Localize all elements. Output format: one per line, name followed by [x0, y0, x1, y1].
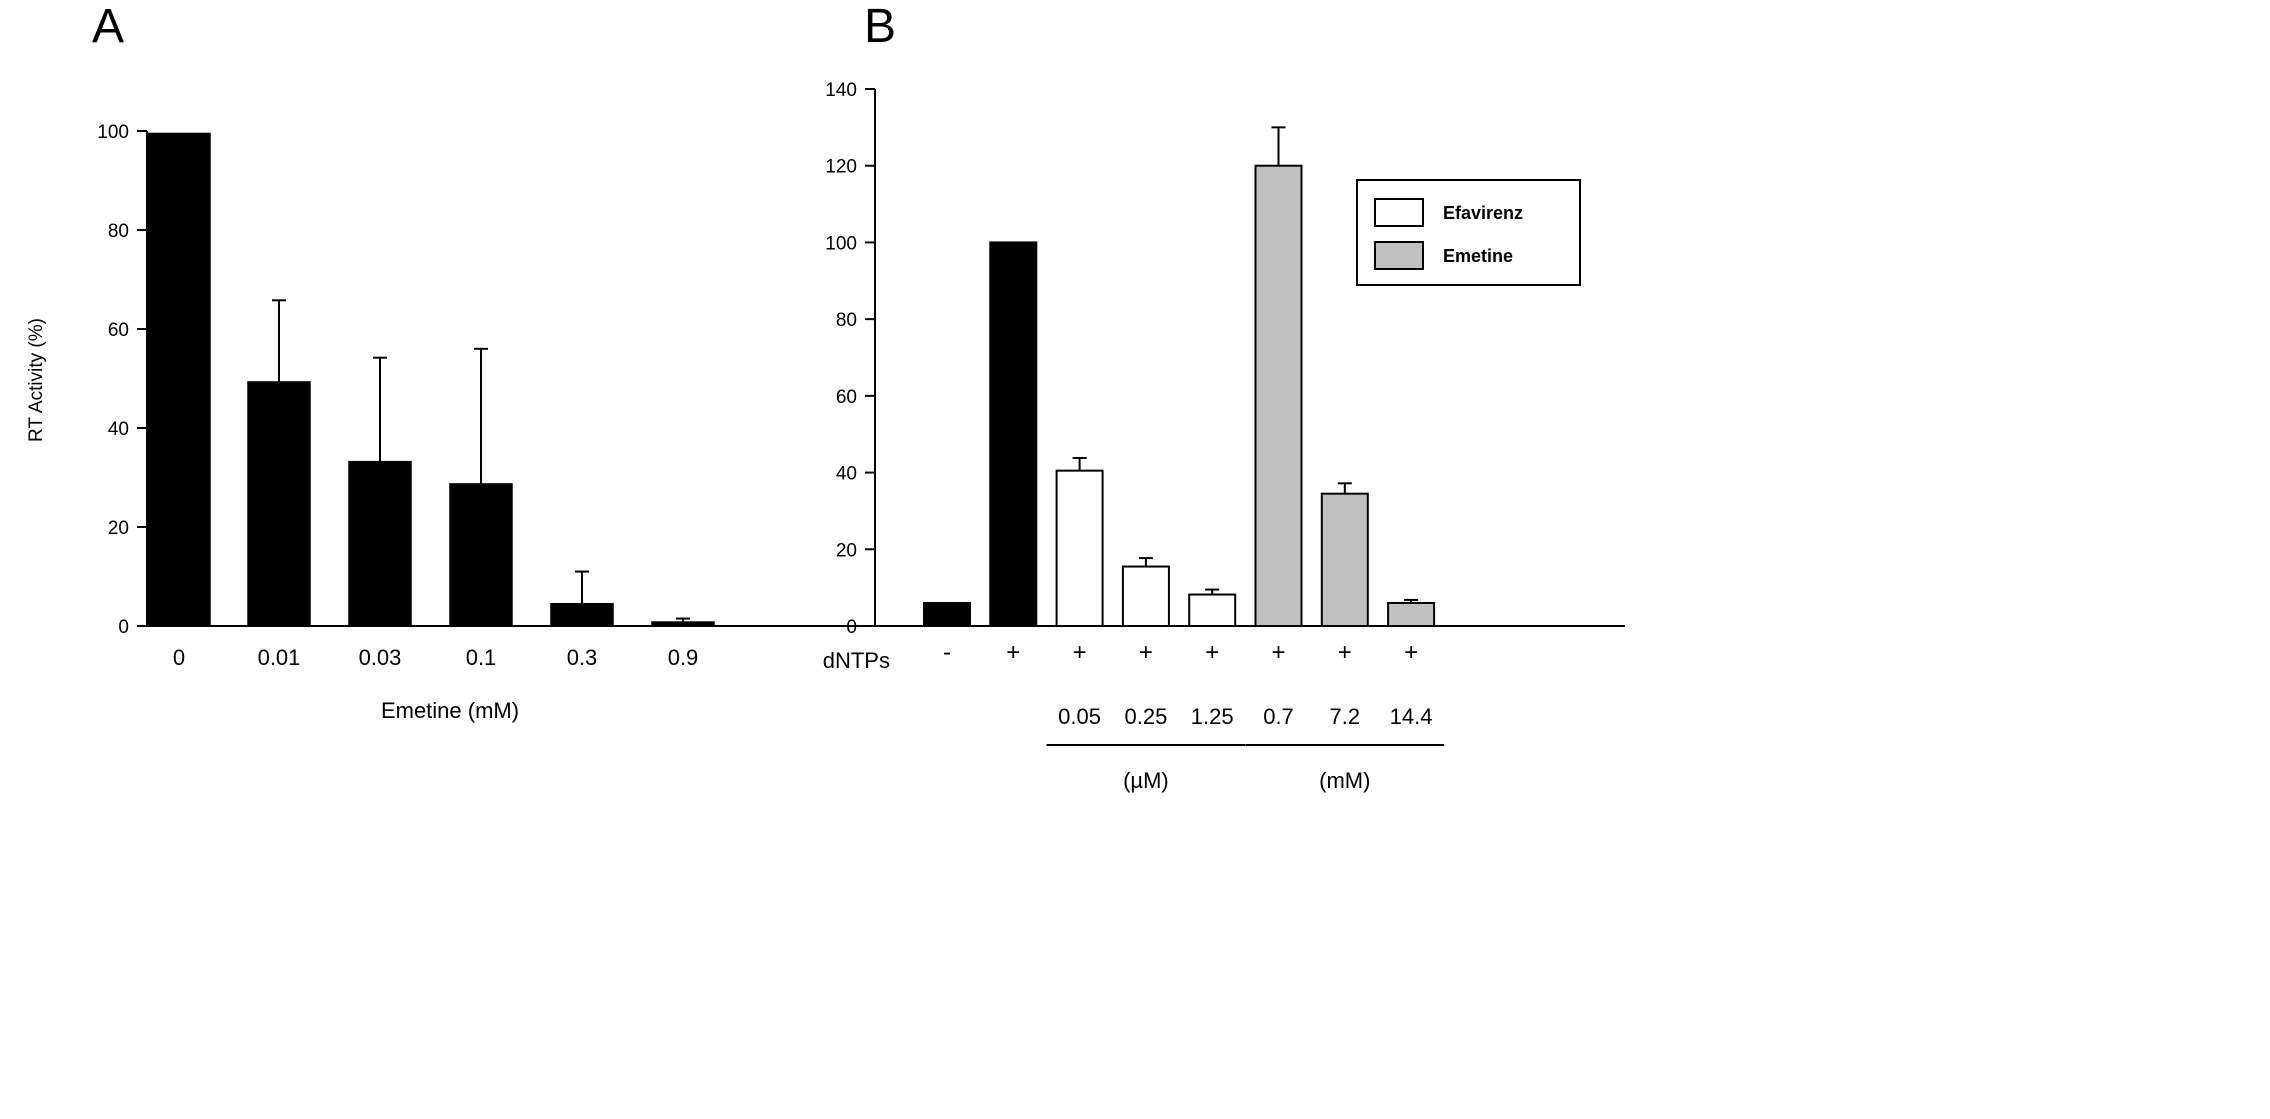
panel-label-b: B: [864, 0, 896, 53]
dntp-mark: +: [1139, 639, 1153, 666]
y-tick-label-a: 100: [97, 122, 129, 143]
bar-b: [1055, 469, 1104, 627]
concentration-label: 14.4: [1390, 704, 1433, 729]
concentration-label: 1.25: [1191, 704, 1234, 729]
bar-b: [1121, 565, 1170, 628]
y-tick-label-b: 40: [836, 464, 857, 485]
bar-a: [449, 483, 513, 627]
bar-b: [1188, 593, 1237, 627]
y-tick-label-b: 100: [825, 233, 857, 254]
concentration-label: 7.2: [1330, 704, 1361, 729]
y-tick-label-a: 60: [108, 320, 129, 341]
dntp-mark: +: [1271, 639, 1285, 666]
dntp-mark: +: [1338, 639, 1352, 666]
bar-b: [1320, 492, 1369, 627]
y-tick-label-b: 60: [836, 387, 857, 408]
y-axis-title-a: RT Activity (%): [26, 318, 47, 442]
x-tick-label-a: 0.1: [466, 645, 497, 670]
y-tick-label-b: 80: [836, 310, 857, 331]
legend-swatch: [1374, 241, 1424, 270]
y-tick-label-a: 20: [108, 518, 129, 539]
x-tick-label-a: 0.3: [567, 645, 598, 670]
dntp-mark: +: [1006, 639, 1020, 666]
y-tick-label-a: 80: [108, 221, 129, 242]
legend-label: Efavirenz: [1443, 203, 1523, 223]
panel-label-a: A: [92, 0, 124, 53]
dntp-mark: +: [1073, 639, 1087, 666]
x-tick-label-a: 0.9: [668, 645, 699, 670]
bar-a: [147, 132, 211, 627]
bar-a: [550, 602, 614, 627]
y-tick-label-b: 140: [825, 80, 857, 101]
bar-b: [923, 601, 971, 628]
concentration-label: 0.25: [1124, 704, 1167, 729]
legend-swatch: [1374, 198, 1424, 227]
x-axis-title-a: Emetine (mM): [381, 698, 519, 723]
y-tick-label-a: 40: [108, 419, 129, 440]
y-tick-label-a: 0: [118, 617, 129, 638]
x-tick-label-a: 0.01: [258, 645, 301, 670]
group-unit-label: (mM): [1319, 768, 1370, 793]
concentration-label: 0.7: [1263, 704, 1294, 729]
x-tick-label-a: 0: [173, 645, 185, 670]
y-tick-label-b: 0: [846, 617, 857, 638]
legend-label: Emetine: [1443, 246, 1513, 266]
concentration-label: 0.05: [1058, 704, 1101, 729]
dntp-mark: +: [1205, 639, 1219, 666]
y-tick-label-b: 20: [836, 540, 857, 561]
dntp-mark: -: [943, 639, 951, 666]
dntp-mark: +: [1404, 639, 1418, 666]
bar-a: [348, 460, 412, 627]
y-tick-label-b: 120: [825, 157, 857, 178]
bar-a: [247, 381, 311, 627]
bar-b: [1254, 164, 1303, 627]
group-unit-label: (µM): [1123, 768, 1169, 793]
bar-a: [651, 621, 715, 627]
bar-b: [989, 241, 1038, 628]
bar-b: [1387, 601, 1436, 628]
dntps-row-label: dNTPs: [823, 648, 890, 673]
x-tick-label-a: 0.03: [359, 645, 402, 670]
